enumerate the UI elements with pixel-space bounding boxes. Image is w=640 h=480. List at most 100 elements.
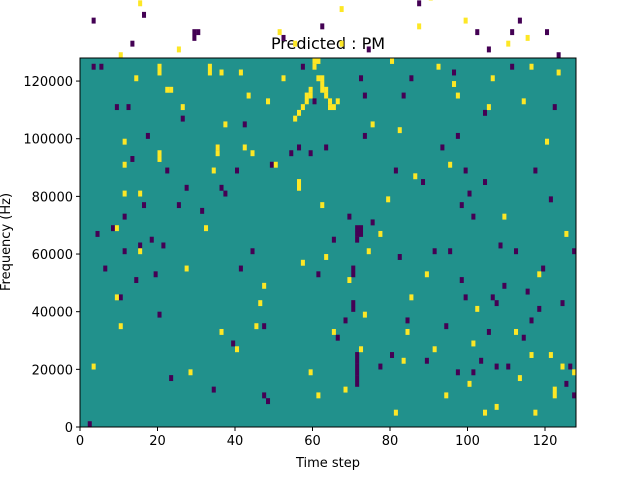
heatmap-cell-high xyxy=(215,144,220,151)
heatmap-cell-high xyxy=(246,92,251,99)
heatmap-cell-high xyxy=(556,69,561,76)
heatmap-cell-high xyxy=(320,202,325,209)
heatmap-cell-high xyxy=(560,363,565,370)
heatmap-cell-low xyxy=(250,248,255,255)
heatmap-cell-high xyxy=(552,392,557,399)
heatmap-cell-low xyxy=(142,11,147,18)
heatmap-cell-high xyxy=(312,63,317,70)
heatmap-cell-low xyxy=(455,369,460,376)
heatmap-cell-high xyxy=(572,369,577,376)
heatmap-cell-high xyxy=(157,150,162,157)
heatmap-cell-low xyxy=(103,265,108,272)
heatmap-cell-high xyxy=(138,0,143,7)
heatmap-cell-low xyxy=(343,317,348,324)
heatmap-cell-high xyxy=(122,138,127,145)
heatmap-cell-high xyxy=(448,161,453,168)
heatmap-cell-low xyxy=(362,92,367,99)
heatmap-cell-low xyxy=(169,375,174,382)
heatmap-cell-low xyxy=(95,230,100,237)
heatmap-cell-low xyxy=(359,230,364,237)
heatmap-cell-low xyxy=(355,369,360,376)
heatmap-cell-low xyxy=(153,271,158,278)
heatmap-cell-low xyxy=(568,363,573,370)
y-tick-label: 80000 xyxy=(32,190,73,205)
heatmap-cell-low xyxy=(165,167,170,174)
y-axis-label: Frequency (Hz) xyxy=(0,193,14,291)
heatmap-cell-low xyxy=(378,363,383,370)
heatmap-cell-high xyxy=(486,104,491,111)
heatmap-cell-high xyxy=(335,98,340,105)
heatmap-cell-low xyxy=(362,132,367,139)
heatmap-cell-low xyxy=(180,115,185,122)
heatmap-cell-high xyxy=(320,75,325,82)
x-tick-label: 120 xyxy=(533,434,558,449)
heatmap-cell-low xyxy=(502,282,507,289)
heatmap-cell-low xyxy=(467,190,472,197)
heatmap-cell-low xyxy=(556,52,561,59)
heatmap-cell-low xyxy=(138,242,143,249)
y-tick-label: 0 xyxy=(65,421,73,436)
heatmap-cell-high xyxy=(405,328,410,335)
x-axis-label: Time step xyxy=(295,456,360,471)
heatmap-cell-low xyxy=(351,271,356,278)
heatmap-cell-high xyxy=(219,69,224,76)
heatmap-cell-high xyxy=(506,40,511,47)
heatmap-cell-low xyxy=(401,92,406,99)
heatmap-cell-high xyxy=(118,323,123,330)
heatmap-cell-high xyxy=(347,277,352,284)
heatmap-cell-low xyxy=(355,352,360,358)
heatmap-cell-high xyxy=(114,225,119,232)
heatmap-cell-low xyxy=(370,219,375,226)
heatmap-cell-low xyxy=(130,156,135,162)
heatmap-cell-high xyxy=(238,69,243,76)
heatmap-cell-high xyxy=(494,403,499,410)
heatmap-cell-high xyxy=(424,271,429,278)
heatmap-cell-low xyxy=(424,357,429,364)
heatmap-cell-low xyxy=(444,323,449,330)
heatmap-cell-high xyxy=(436,63,441,70)
heatmap-cell-low xyxy=(483,179,488,185)
heatmap-cell-low xyxy=(223,190,228,197)
heatmap-cell-low xyxy=(269,161,274,168)
heatmap-cell-high xyxy=(207,69,212,76)
heatmap-cell-low xyxy=(235,167,240,174)
heatmap-cell-low xyxy=(219,184,224,191)
heatmap-cell-low xyxy=(355,363,360,370)
heatmap-cell-low xyxy=(312,98,317,105)
heatmap-cell-low xyxy=(564,380,569,387)
x-tick-label: 0 xyxy=(76,434,84,449)
heatmap-cell-low xyxy=(455,132,460,139)
heatmap-cell-high xyxy=(529,63,534,70)
heatmap-cell-high xyxy=(393,409,398,416)
heatmap-cell-high xyxy=(386,196,391,203)
heatmap-cell-low xyxy=(355,380,360,387)
heatmap-cell-high xyxy=(328,104,333,111)
heatmap-cell-high xyxy=(471,340,476,347)
heatmap-cell-high xyxy=(250,150,255,157)
heatmap-cell-low xyxy=(196,29,201,36)
heatmap-cell-low xyxy=(335,334,340,341)
heatmap-cell-high xyxy=(331,104,336,111)
heatmap-cell-low xyxy=(161,242,166,249)
heatmap-cell-low xyxy=(498,242,503,249)
heatmap-cell-low xyxy=(517,17,522,24)
heatmap-cell-low xyxy=(355,225,360,232)
heatmap-cell-high xyxy=(304,98,309,105)
heatmap-cell-low xyxy=(545,29,550,36)
heatmap-cell-low xyxy=(471,213,476,220)
heatmap-cell-high xyxy=(452,81,457,87)
heatmap-cell-high xyxy=(273,161,278,168)
heatmap-cell-low xyxy=(145,132,150,139)
heatmap-cell-high xyxy=(328,98,333,105)
heatmap-cell-high xyxy=(324,92,329,99)
heatmap-cell-high xyxy=(413,173,418,180)
heatmap-cell-high xyxy=(215,150,220,157)
heatmap-cell-high xyxy=(300,259,305,266)
x-tick-label: 100 xyxy=(455,434,480,449)
heatmap-cell-high xyxy=(308,86,313,93)
heatmap-cell-high xyxy=(343,386,348,393)
heatmap-cell-low xyxy=(262,323,267,330)
heatmap-cell-high xyxy=(564,230,569,237)
heatmap-cell-high xyxy=(293,40,298,47)
